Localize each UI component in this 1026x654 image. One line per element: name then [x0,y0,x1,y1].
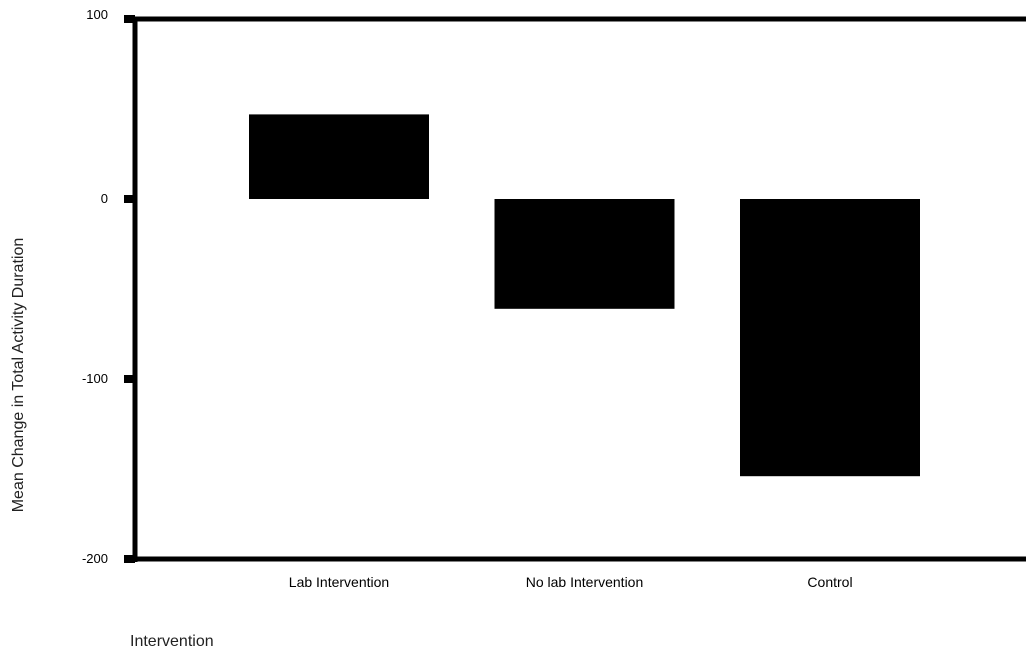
y-tick-mark [124,195,135,203]
y-tick-label: -100 [82,371,108,386]
y-tick-mark [124,375,135,383]
bar [740,199,920,477]
y-tick-label: -200 [82,551,108,566]
x-category-label: Lab Intervention [289,574,389,590]
bar [249,114,429,199]
bar [494,199,675,309]
x-category-label: No lab Intervention [526,574,644,590]
category-labels: Lab Intervention No lab Intervention Contr… [289,574,853,590]
y-tick-mark [124,15,135,23]
y-tick-label: 0 [101,191,108,206]
y-ticks: 100 0 -100 -200 [82,7,135,566]
bars [249,114,920,477]
y-tick-label: 100 [86,7,108,22]
x-category-label: Control [807,574,852,590]
plot-frame [132,16,1026,562]
x-axis-title: Intervention [130,633,214,650]
y-axis-title: Mean Change in Total Activity Duration [10,238,27,513]
y-tick-mark [124,555,135,563]
